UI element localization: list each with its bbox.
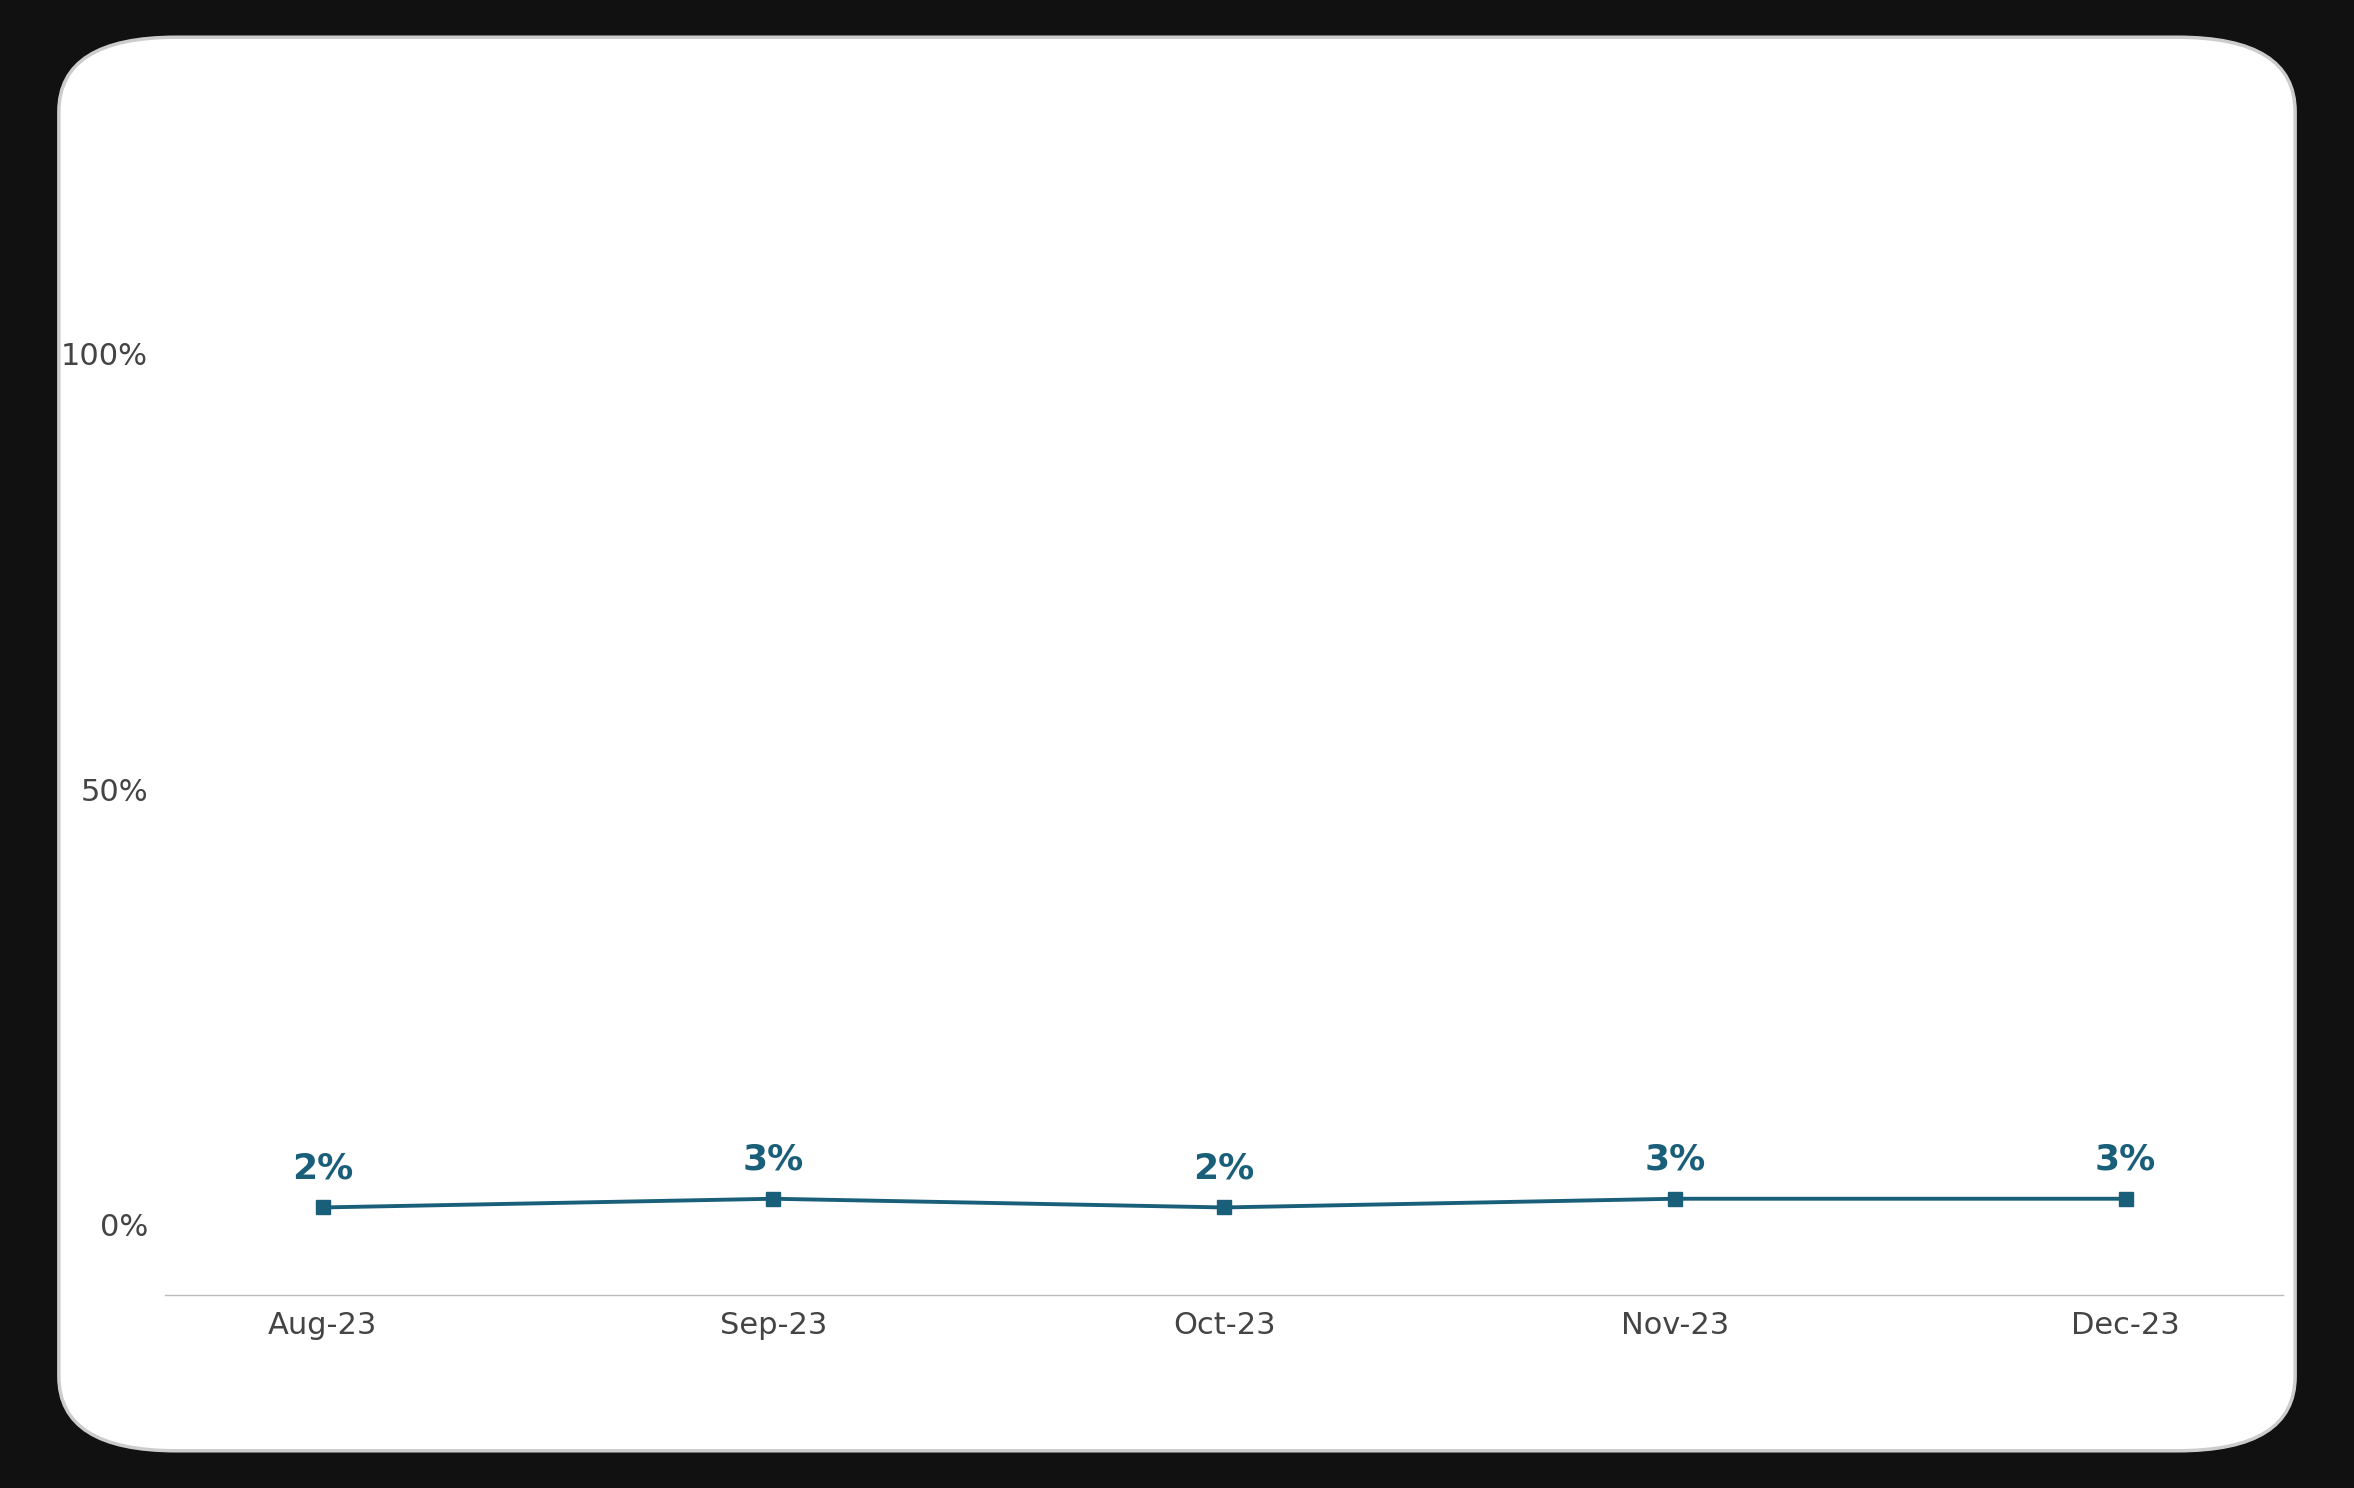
FancyBboxPatch shape [59,37,2295,1451]
Text: 2%: 2% [292,1152,353,1186]
Text: 3%: 3% [1643,1143,1704,1177]
Text: 2%: 2% [1193,1152,1255,1186]
Text: 3%: 3% [744,1143,805,1177]
Text: 3%: 3% [2095,1143,2156,1177]
